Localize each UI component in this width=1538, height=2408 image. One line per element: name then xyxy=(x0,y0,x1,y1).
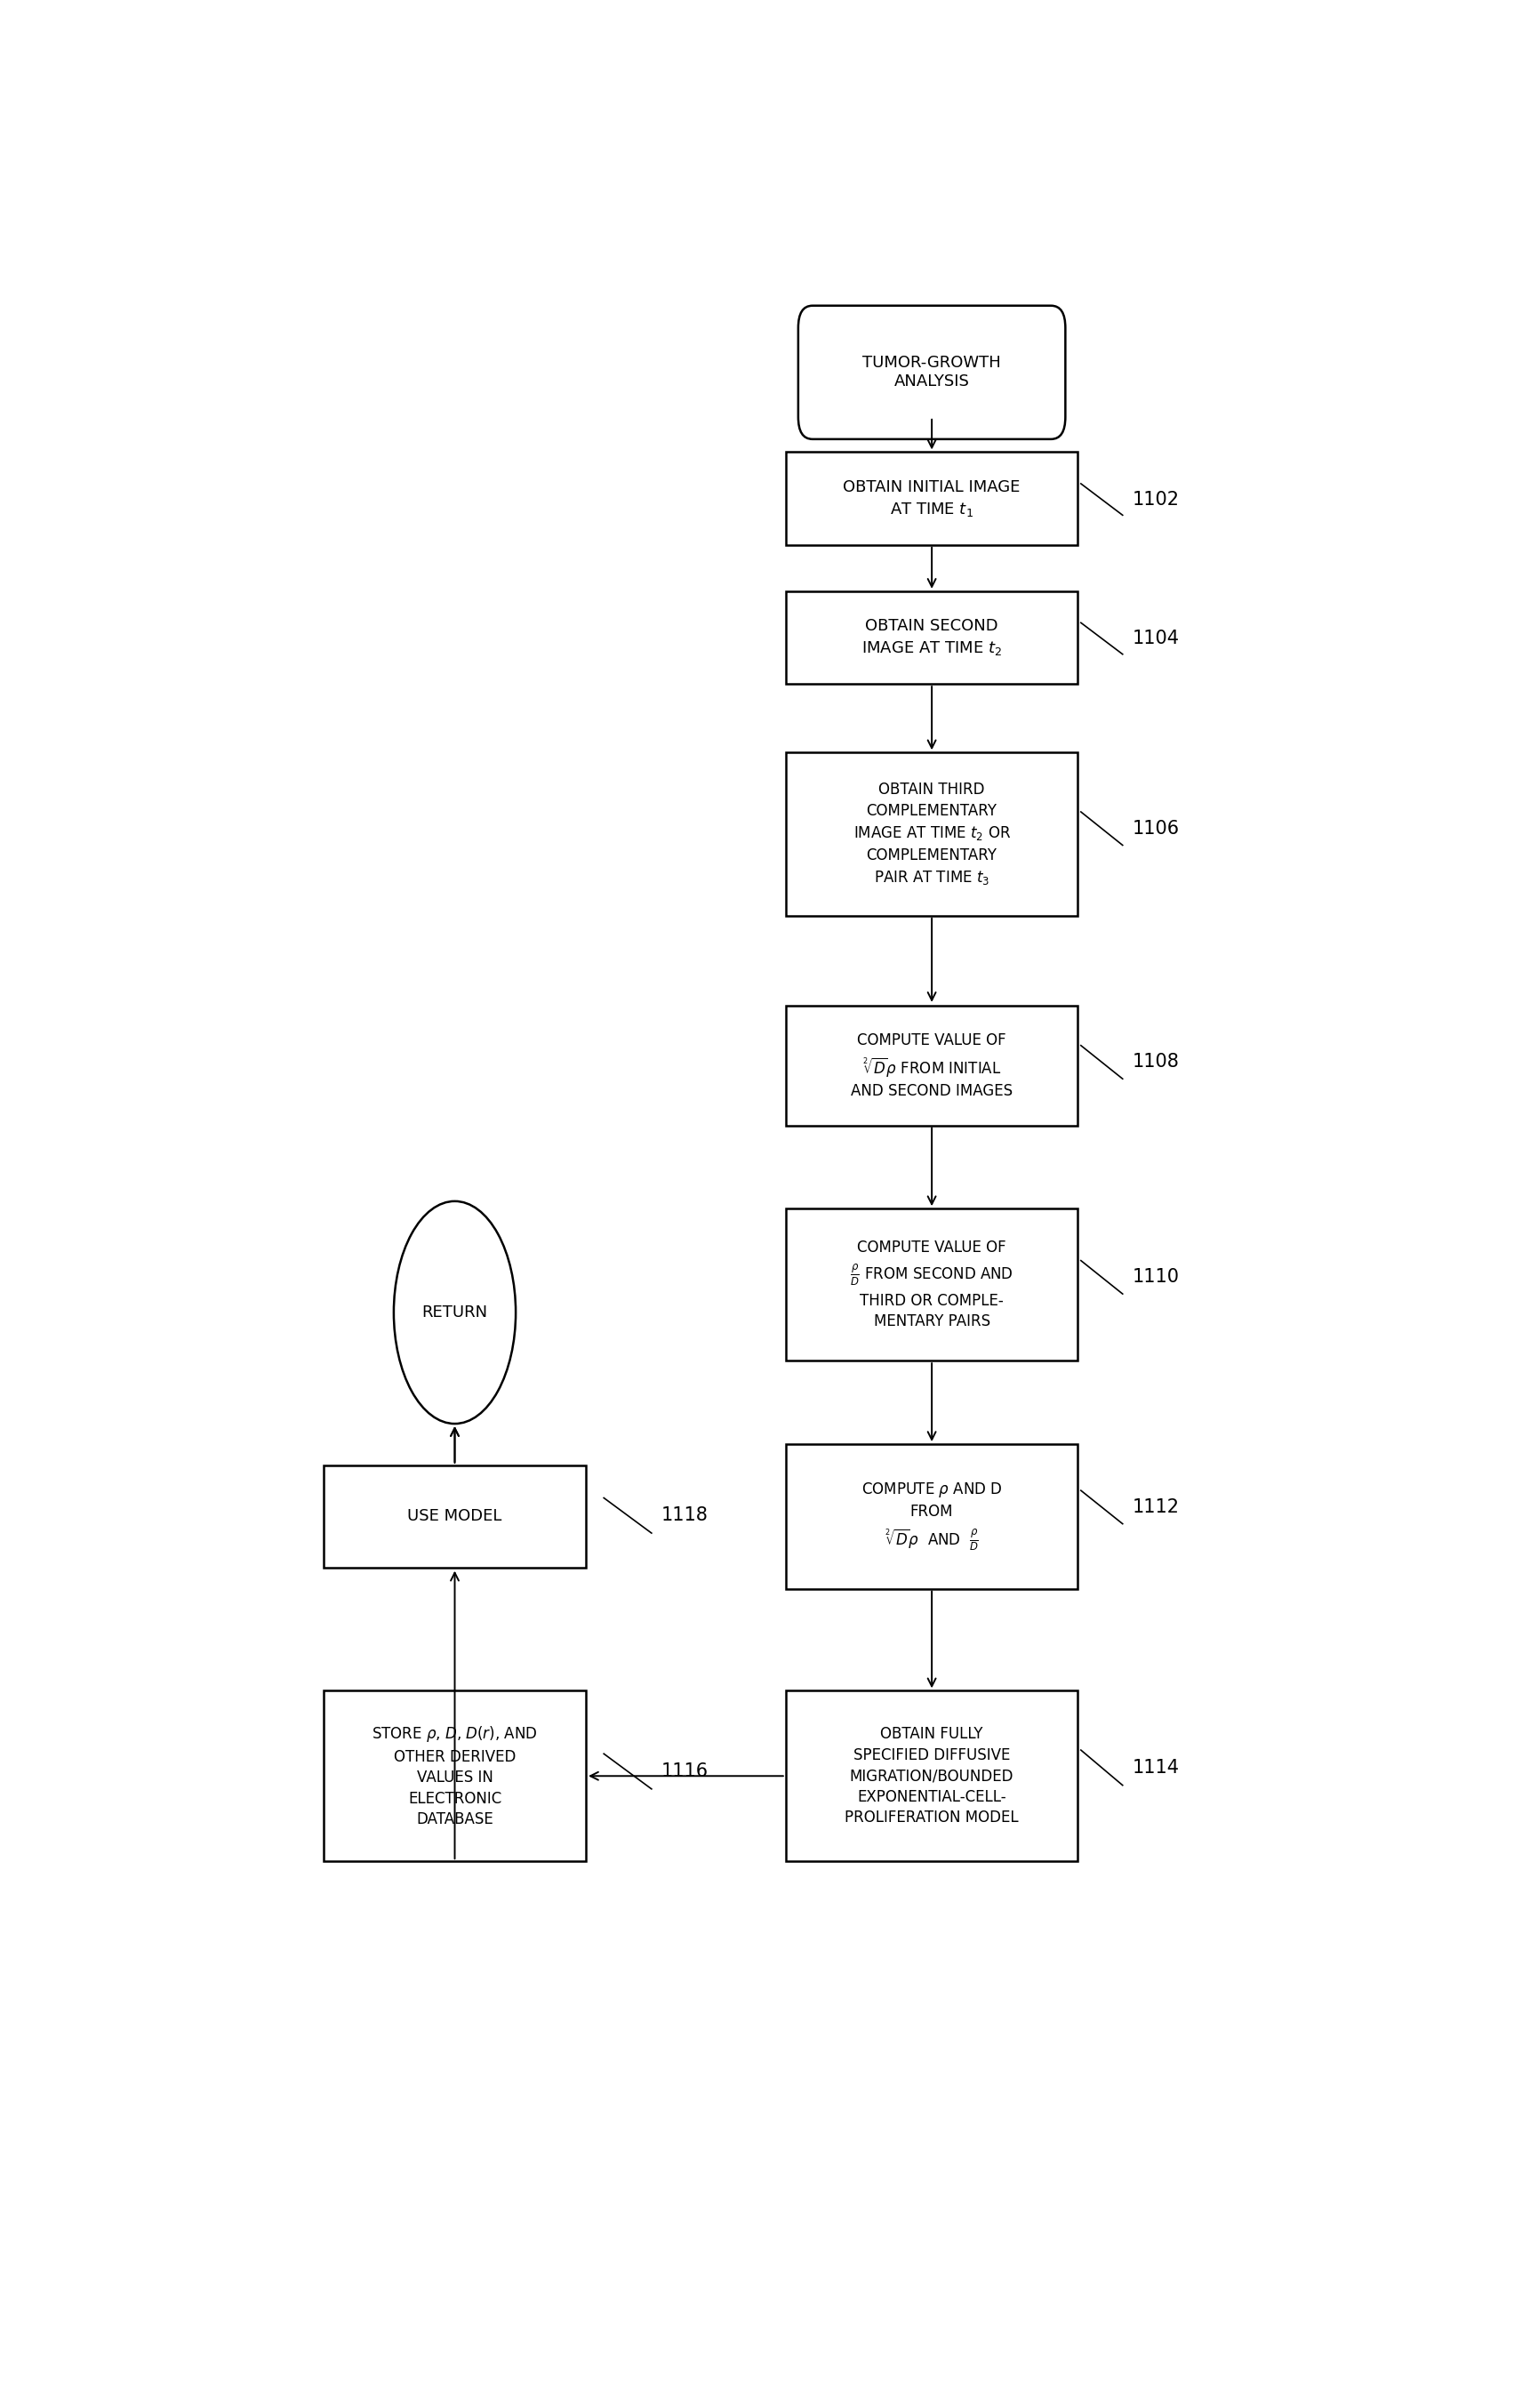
Text: 1118: 1118 xyxy=(661,1507,707,1524)
Bar xyxy=(323,1690,586,1861)
Text: USE MODEL: USE MODEL xyxy=(408,1507,501,1524)
Bar xyxy=(786,1007,1077,1127)
Text: RETURN: RETURN xyxy=(421,1305,488,1320)
Text: 1104: 1104 xyxy=(1132,628,1178,648)
Bar xyxy=(786,1209,1077,1361)
Bar xyxy=(786,453,1077,544)
Text: 1114: 1114 xyxy=(1132,1758,1178,1777)
Text: OBTAIN INITIAL IMAGE
AT TIME $t_1$: OBTAIN INITIAL IMAGE AT TIME $t_1$ xyxy=(843,479,1020,518)
Text: STORE $\rho$, $D$, $D(r)$, AND
OTHER DERIVED
VALUES IN
ELECTRONIC
DATABASE: STORE $\rho$, $D$, $D(r)$, AND OTHER DER… xyxy=(372,1724,537,1828)
Text: OBTAIN SECOND
IMAGE AT TIME $t_2$: OBTAIN SECOND IMAGE AT TIME $t_2$ xyxy=(861,619,1001,657)
Text: OBTAIN THIRD
COMPLEMENTARY
IMAGE AT TIME $t_2$ OR
COMPLEMENTARY
PAIR AT TIME $t_: OBTAIN THIRD COMPLEMENTARY IMAGE AT TIME… xyxy=(852,783,1010,886)
Text: OBTAIN FULLY
SPECIFIED DIFFUSIVE
MIGRATION/BOUNDED
EXPONENTIAL-CELL-
PROLIFERATI: OBTAIN FULLY SPECIFIED DIFFUSIVE MIGRATI… xyxy=(844,1727,1018,1825)
Text: COMPUTE $\rho$ AND D
FROM
$\sqrt[2]{D}\rho$  AND  $\frac{\rho}{D}$: COMPUTE $\rho$ AND D FROM $\sqrt[2]{D}\r… xyxy=(861,1481,1001,1553)
Text: 1106: 1106 xyxy=(1132,819,1178,838)
Text: 1112: 1112 xyxy=(1132,1498,1178,1517)
Bar xyxy=(786,1445,1077,1589)
Bar xyxy=(786,592,1077,684)
Text: TUMOR-GROWTH
ANALYSIS: TUMOR-GROWTH ANALYSIS xyxy=(863,354,1000,390)
Text: 1108: 1108 xyxy=(1132,1052,1178,1072)
Bar xyxy=(786,754,1077,915)
Text: 1102: 1102 xyxy=(1132,491,1178,508)
Text: 1110: 1110 xyxy=(1132,1269,1178,1286)
FancyBboxPatch shape xyxy=(798,306,1064,438)
Ellipse shape xyxy=(394,1202,515,1423)
Text: COMPUTE VALUE OF
$\sqrt[2]{D}\rho$ FROM INITIAL
AND SECOND IMAGES: COMPUTE VALUE OF $\sqrt[2]{D}\rho$ FROM … xyxy=(851,1033,1012,1100)
Text: COMPUTE VALUE OF
$\frac{\rho}{D}$ FROM SECOND AND
THIRD OR COMPLE-
MENTARY PAIRS: COMPUTE VALUE OF $\frac{\rho}{D}$ FROM S… xyxy=(849,1240,1014,1329)
Bar xyxy=(323,1466,586,1568)
Bar xyxy=(786,1690,1077,1861)
Text: 1116: 1116 xyxy=(661,1763,707,1780)
